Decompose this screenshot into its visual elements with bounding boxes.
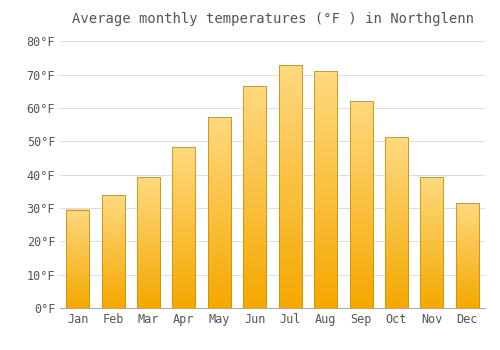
Bar (244, 86, 266, 308)
Bar (208, 118, 231, 308)
Bar (350, 102, 372, 308)
Bar (314, 71, 337, 308)
Bar (172, 147, 196, 308)
Bar (420, 177, 444, 308)
Bar (385, 138, 408, 308)
Bar (102, 195, 124, 308)
Bar (278, 65, 301, 308)
Bar (456, 203, 479, 308)
Bar (66, 210, 89, 308)
Bar (137, 177, 160, 308)
Title: Average monthly temperatures (°F ) in Northglenn: Average monthly temperatures (°F ) in No… (72, 12, 473, 26)
